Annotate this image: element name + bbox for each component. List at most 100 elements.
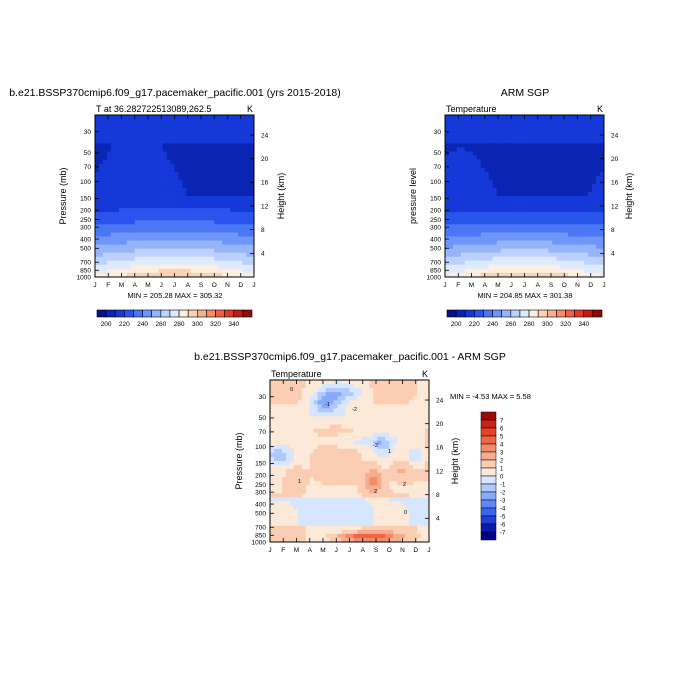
contour-cell <box>297 505 303 510</box>
contour-cell <box>468 155 474 160</box>
contour-cell <box>349 521 354 527</box>
contour-cell <box>277 465 283 470</box>
contour-cell <box>317 461 323 466</box>
contour-cell <box>357 477 362 482</box>
contour-cell <box>568 264 573 270</box>
contour-cell <box>480 191 486 197</box>
contour-cell <box>417 420 422 425</box>
contour-cell <box>452 260 458 266</box>
contour-cell <box>317 432 323 438</box>
contour-cell <box>385 533 390 539</box>
contour-cell <box>417 436 422 442</box>
contour-cell <box>210 183 215 189</box>
contour-cell <box>230 115 235 120</box>
contour-cell <box>361 400 366 405</box>
contour-cell <box>273 452 279 458</box>
contour-cell <box>353 477 358 482</box>
contour-cell <box>508 171 513 177</box>
contour-cell <box>516 212 521 217</box>
contour-cell <box>305 404 311 409</box>
contour-cell <box>170 228 175 233</box>
contour-cell <box>130 248 136 254</box>
contour-cell <box>270 509 275 515</box>
contour-cell <box>488 204 494 209</box>
contour-cell <box>365 465 370 470</box>
contour-cell <box>158 196 163 201</box>
contour-cell <box>218 240 223 245</box>
contour-cell <box>289 456 295 462</box>
contour-cell <box>536 268 541 274</box>
contour-cell <box>337 501 342 506</box>
contour-cell <box>337 513 342 519</box>
contour-cell <box>353 481 358 486</box>
contour-cell <box>162 167 167 173</box>
contour-cell <box>592 272 597 277</box>
contour-cell <box>496 131 502 136</box>
contour-cell <box>377 404 382 409</box>
contour-cell <box>154 139 160 144</box>
contour-cell <box>242 191 247 197</box>
contour-cell <box>512 268 517 274</box>
contour-cell <box>496 119 502 124</box>
contour-cell <box>389 424 394 429</box>
contour-cell <box>425 424 429 429</box>
contour-cell <box>540 163 545 169</box>
contour-cell <box>496 139 502 144</box>
contour-cell <box>512 216 517 221</box>
contour-cell <box>397 392 402 397</box>
contour-cell <box>385 493 390 498</box>
contour-cell <box>369 485 374 490</box>
contour-cell <box>377 529 382 535</box>
contour-cell <box>468 167 474 173</box>
contour-cell <box>166 167 171 173</box>
contour-cell <box>162 256 167 262</box>
contour-cell <box>500 236 506 241</box>
contour-cell <box>357 384 362 389</box>
contour-cell <box>345 497 350 502</box>
contour-cell <box>448 131 454 136</box>
contour-cell <box>532 171 537 177</box>
contour-cell <box>226 268 231 274</box>
contour-cell <box>301 465 307 470</box>
contour-cell <box>289 424 295 429</box>
contour-cell <box>214 252 219 258</box>
contour-cell <box>110 135 116 140</box>
contour-cell <box>540 175 545 181</box>
contour-cell <box>102 159 108 164</box>
contour-cell <box>560 196 565 201</box>
contour-cell <box>281 537 287 542</box>
contour-cell <box>560 175 565 181</box>
contour-cell <box>122 143 128 148</box>
contour-cell <box>508 151 513 156</box>
contour-cell <box>544 143 549 148</box>
contour-cell <box>588 232 593 237</box>
contour-cell <box>373 408 378 413</box>
contour-cell <box>106 228 112 233</box>
contour-cell <box>170 179 175 185</box>
contour-cell <box>596 187 601 193</box>
contour-cell <box>337 396 342 401</box>
contour-cell <box>357 513 362 519</box>
contour-cell <box>480 135 486 140</box>
contour-cell <box>226 163 231 169</box>
contour-cell <box>190 155 195 160</box>
contour-cell <box>596 232 601 237</box>
contour-cell <box>162 155 167 160</box>
contour-cell <box>460 268 466 274</box>
contour-cell <box>218 196 223 201</box>
contour-cell <box>492 151 498 156</box>
contour-cell <box>182 232 187 237</box>
contour-cell <box>321 396 327 401</box>
contour-cell <box>385 420 390 425</box>
contour-cell <box>190 131 195 136</box>
contour-cell <box>230 200 235 205</box>
contour-cell <box>317 452 323 458</box>
contour-cell <box>544 216 549 221</box>
contour-cell <box>536 119 541 124</box>
contour-cell <box>130 244 136 250</box>
contour-cell <box>361 432 366 438</box>
contour-cell <box>289 497 295 502</box>
contour-cell <box>305 408 311 413</box>
contour-cell <box>329 408 335 413</box>
contour-cell <box>488 232 494 237</box>
